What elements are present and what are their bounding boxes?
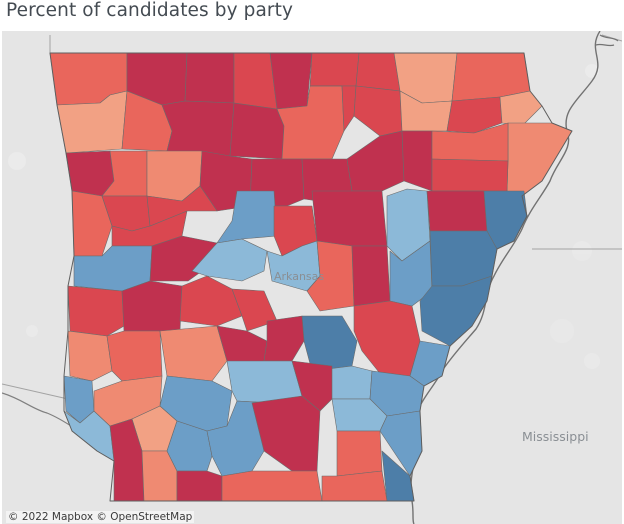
county-pulaski <box>191 238 268 282</box>
county-poinsett <box>431 158 509 192</box>
county-cleveland <box>291 360 333 412</box>
county-sharp-n <box>355 52 401 92</box>
map-title: Percent of candidates by party <box>6 0 294 21</box>
county-monroe <box>351 245 391 307</box>
county-ashley-s <box>336 430 383 477</box>
county-craighead <box>431 122 509 162</box>
state-label-mississippi: Mississippi <box>522 429 589 444</box>
county-newton <box>161 100 235 157</box>
county-fulton <box>309 52 360 87</box>
county-dallas <box>226 360 303 404</box>
arkansas-outline <box>49 52 573 502</box>
county-howard <box>106 330 163 382</box>
county-jackson <box>401 130 433 192</box>
county-ashley <box>221 470 323 502</box>
county-crawford <box>65 150 115 197</box>
state-label-arkansas: Arkansas <box>274 270 324 283</box>
county-polk <box>67 285 125 337</box>
county-yell <box>146 185 218 227</box>
map-canvas[interactable]: Arkansas Mississippi © 2022 Mapbox © Ope… <box>2 31 622 524</box>
county-cross <box>426 190 488 232</box>
county-chicot-s <box>321 470 388 502</box>
county-saline <box>231 288 278 332</box>
arkansas-counties <box>49 52 573 502</box>
county-boone <box>184 52 235 104</box>
county-izard <box>309 85 357 132</box>
county-white <box>311 190 388 247</box>
map-svg: Arkansas Mississippi <box>2 31 622 524</box>
county-baxter <box>269 52 313 110</box>
county-pike <box>159 325 228 382</box>
county-searcy <box>229 102 285 160</box>
terrain-texture <box>8 64 600 369</box>
map-attribution[interactable]: © 2022 Mapbox © OpenStreetMap <box>6 511 195 523</box>
county-montgomery <box>121 280 183 332</box>
county-greene <box>446 96 503 134</box>
county-union <box>176 470 223 502</box>
county-sevier <box>67 330 113 382</box>
county-marion <box>233 52 278 110</box>
county-mississippi <box>499 90 543 127</box>
